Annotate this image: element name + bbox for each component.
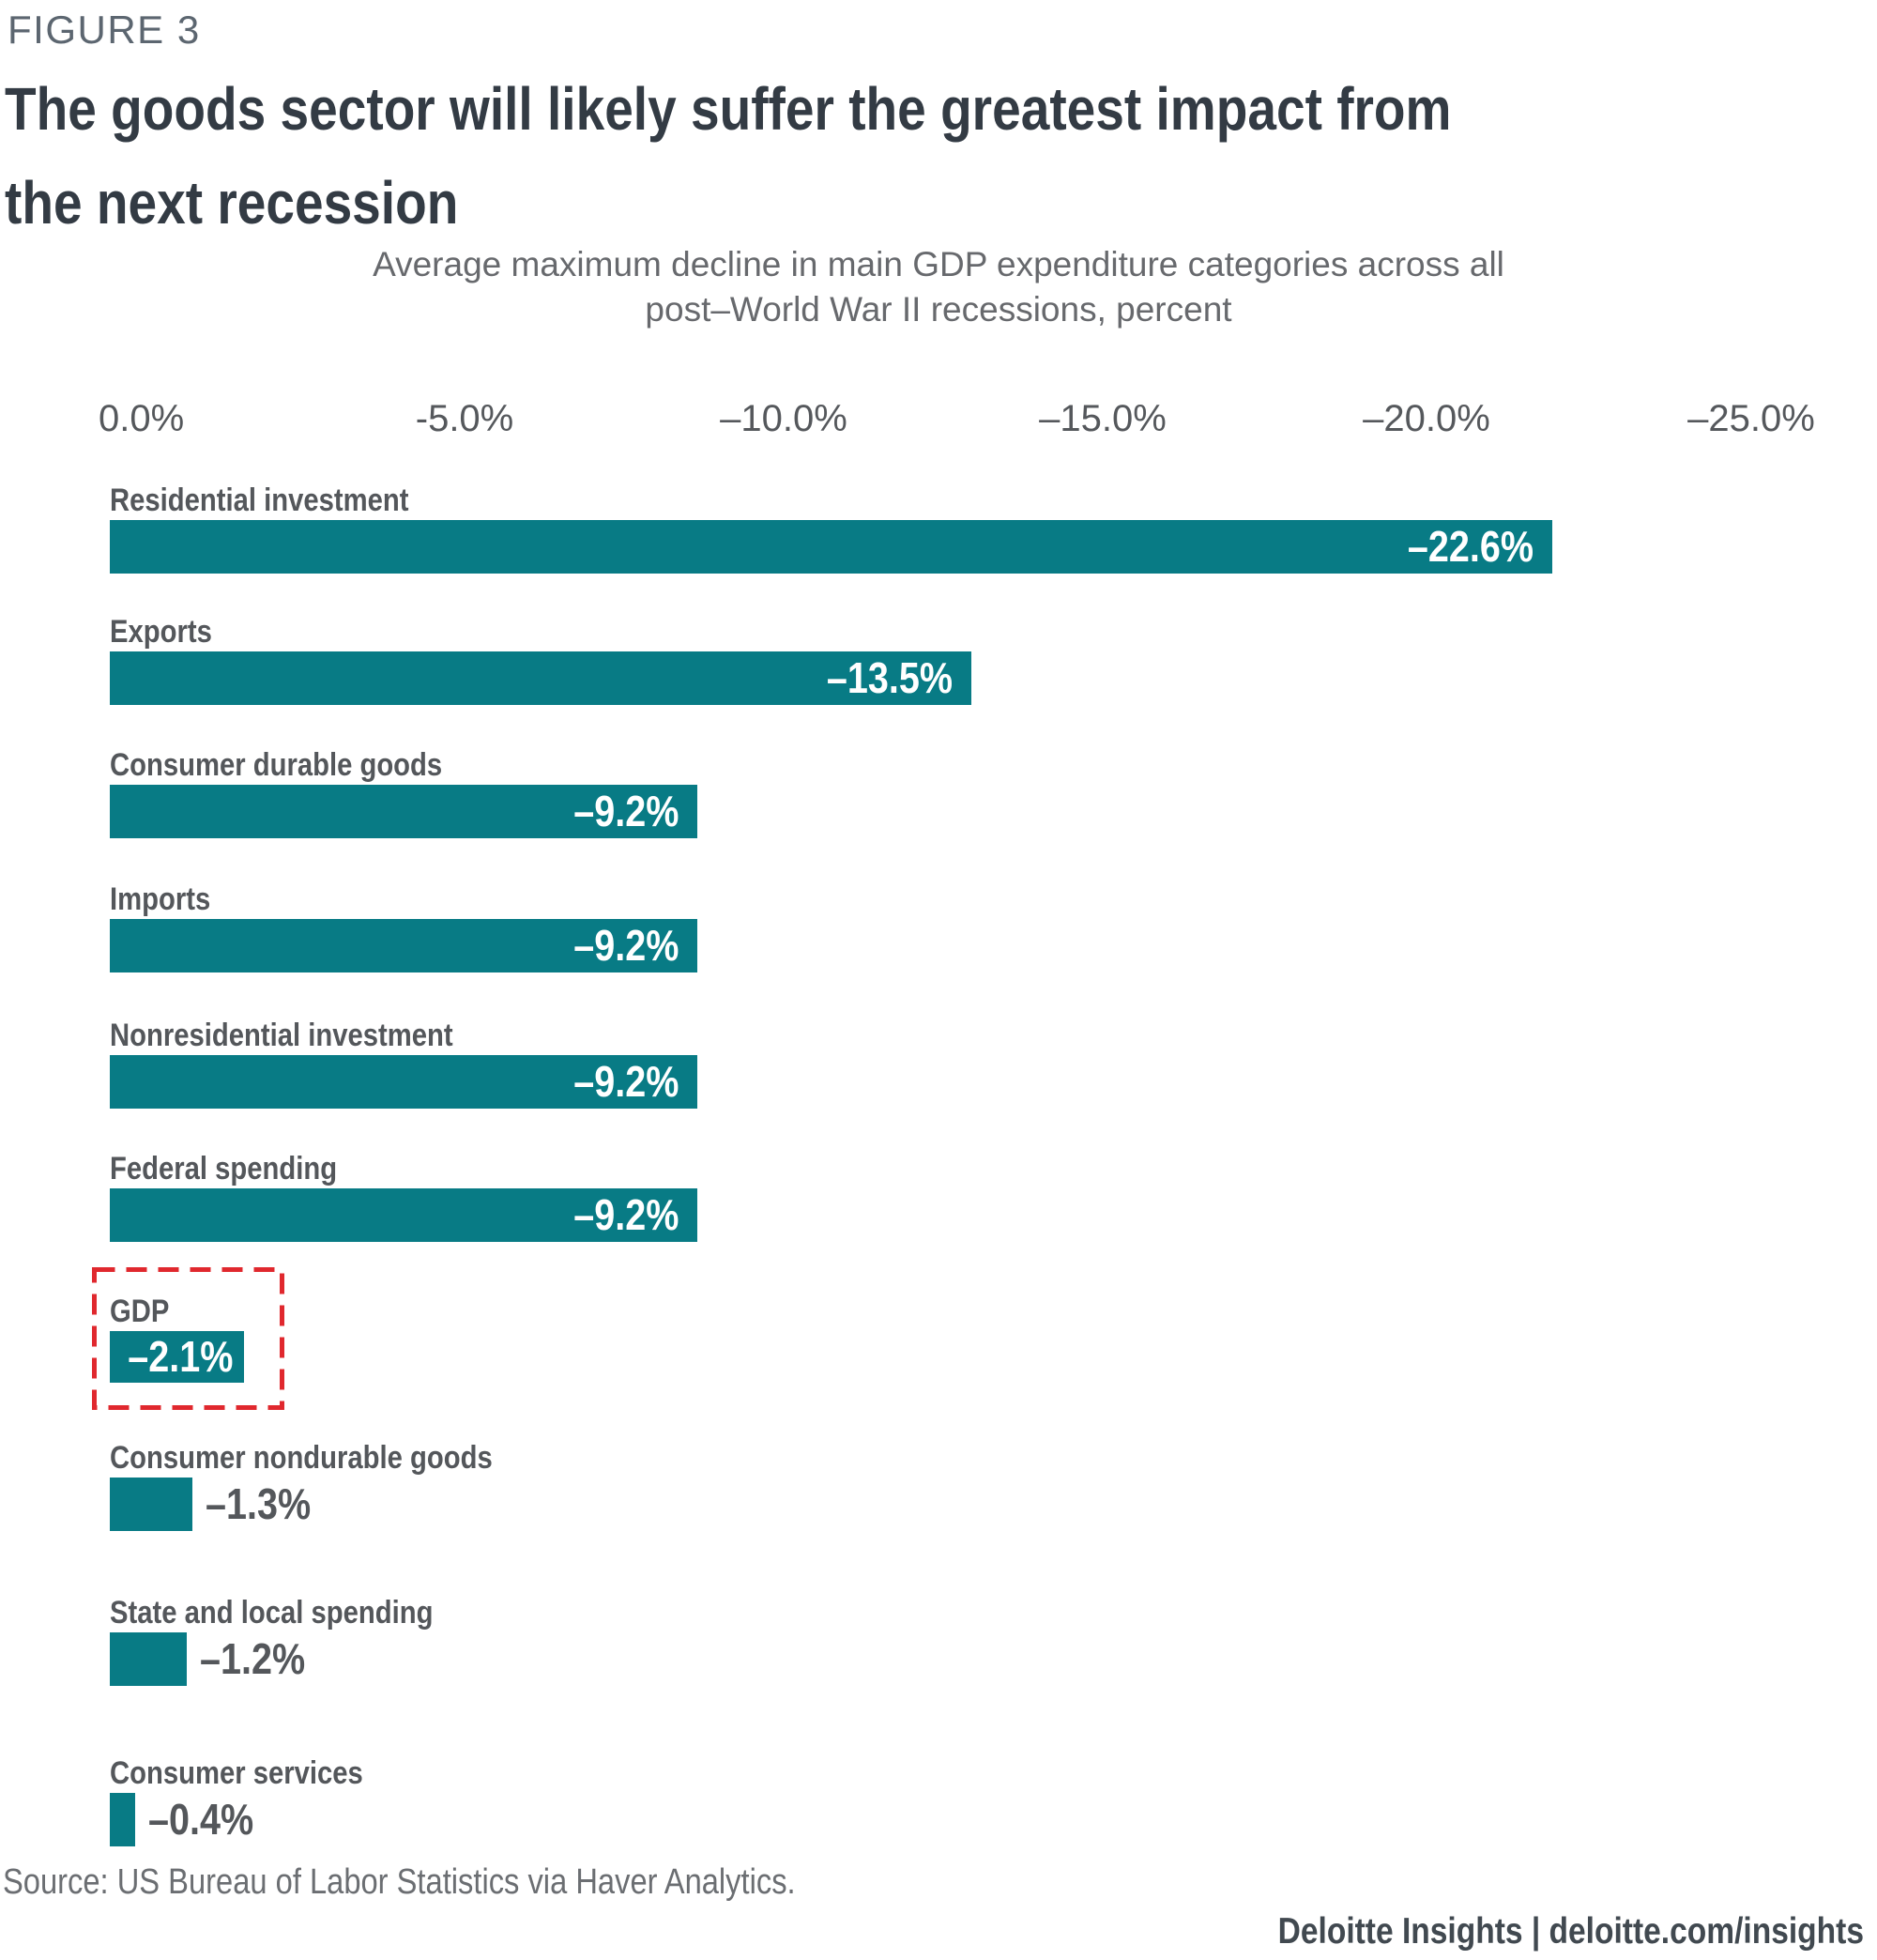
chart-title: The goods sector will likely suffer the …	[5, 62, 1686, 250]
axis-tick-10: –10.0%	[720, 398, 847, 439]
dashed-border-rect	[92, 1267, 284, 1410]
chart-subtitle-line2: post–World War II recessions, percent	[645, 290, 1232, 329]
table-row: Exports –13.5%	[110, 612, 971, 705]
value-label: –9.2%	[572, 786, 679, 835]
chart-subtitle-line1: Average maximum decline in main GDP expe…	[373, 245, 1504, 283]
category-label: Consumer durable goods	[110, 747, 443, 783]
category-label: Exports	[110, 614, 212, 650]
deloitte-insights-footer: Deloitte Insights | deloitte.com/insight…	[1183, 1911, 1864, 1952]
category-label: State and local spending	[110, 1595, 434, 1631]
bar-state-and-local-spending: –1.2%	[110, 1632, 305, 1686]
bar-nonresidential-investment: –9.2%	[110, 1055, 697, 1109]
bar-consumer-services: –0.4%	[110, 1793, 253, 1846]
axis-tick-20: –20.0%	[1363, 398, 1490, 439]
category-label: Residential investment	[110, 482, 409, 518]
bar-federal-spending: –9.2%	[110, 1188, 697, 1242]
value-label: –9.2%	[572, 920, 679, 970]
axis-tick-5: -5.0%	[415, 398, 514, 439]
value-label: –13.5%	[826, 652, 953, 702]
value-label: –22.6%	[1407, 521, 1534, 571]
category-label: Federal spending	[110, 1151, 338, 1187]
table-row-gdp: GDP –2.1%	[110, 1292, 244, 1383]
chart-title-line2: the next recession	[5, 169, 459, 237]
value-label: –2.1%	[127, 1331, 233, 1381]
table-row: Consumer nondurable goods –1.3%	[110, 1438, 555, 1531]
value-label: –9.2%	[572, 1189, 679, 1239]
bar-residential-investment: –22.6%	[110, 520, 1552, 574]
source-note: Source: US Bureau of Labor Statistics vi…	[3, 1862, 924, 1903]
table-row: Federal spending –9.2%	[110, 1149, 697, 1242]
value-label: –0.4%	[148, 1794, 254, 1844]
category-label: GDP	[110, 1294, 170, 1329]
category-label: Nonresidential investment	[110, 1018, 453, 1053]
bar-gdp: –2.1%	[110, 1331, 244, 1383]
table-row: Imports –9.2%	[110, 880, 697, 972]
table-row: Residential investment –22.6%	[110, 481, 1552, 574]
category-label: Consumer services	[110, 1755, 363, 1791]
value-label: –1.3%	[206, 1478, 312, 1528]
value-label: –9.2%	[572, 1056, 679, 1106]
footer-text: Deloitte Insights | deloitte.com/insight…	[1277, 1911, 1864, 1952]
bar-exports: –13.5%	[110, 651, 971, 705]
category-label: Imports	[110, 881, 211, 917]
x-axis: 0.0% -5.0% –10.0% –15.0% –20.0% –25.0%	[0, 398, 1877, 445]
table-row: Consumer services –0.4%	[110, 1753, 404, 1846]
bar-consumer-nondurable-goods: –1.3%	[110, 1478, 311, 1531]
category-label: Consumer nondurable goods	[110, 1440, 493, 1476]
axis-tick-15: –15.0%	[1039, 398, 1167, 439]
axis-tick-0: 0.0%	[99, 398, 185, 439]
chart-title-line1: The goods sector will likely suffer the …	[5, 75, 1452, 143]
axis-tick-25: –25.0%	[1687, 398, 1815, 439]
figure-number: FIGURE 3	[8, 8, 201, 52]
gdp-highlight-box	[92, 1267, 284, 1410]
table-row: Nonresidential investment –9.2%	[110, 1016, 697, 1109]
bar-imports: –9.2%	[110, 919, 697, 972]
table-row: Consumer durable goods –9.2%	[110, 745, 697, 838]
bar-consumer-durable-goods: –9.2%	[110, 785, 697, 838]
source-note-text: Source: US Bureau of Labor Statistics vi…	[3, 1862, 796, 1902]
table-row: State and local spending –1.2%	[110, 1593, 486, 1686]
value-label: –1.2%	[200, 1633, 306, 1683]
chart-subtitle: Average maximum decline in main GDP expe…	[0, 242, 1877, 332]
